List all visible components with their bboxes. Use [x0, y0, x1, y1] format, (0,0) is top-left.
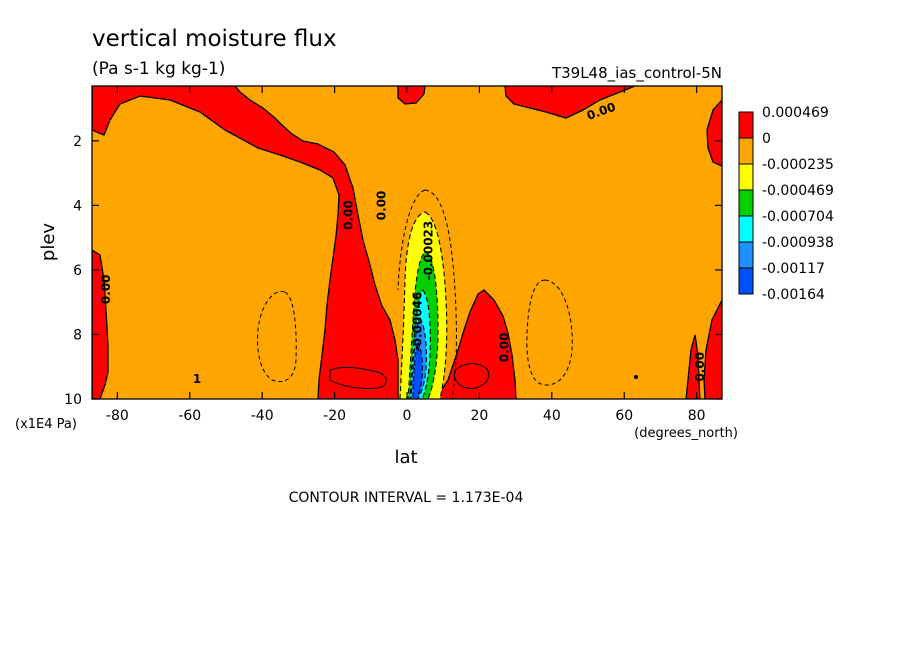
- colorbar-label-2: -0.000235: [762, 157, 834, 173]
- contour-label-4: 0.00: [497, 333, 511, 363]
- positive-region-north-small: [685, 334, 701, 399]
- x-tick-label-3: -20: [323, 408, 346, 424]
- x-tick-label-1: -60: [178, 408, 201, 424]
- colorbar-swatch-5: [738, 241, 754, 269]
- colorbar-label-4: -0.000704: [762, 209, 834, 225]
- contour-label-2: 0.00: [374, 191, 388, 221]
- x-tick-label-4: 0: [403, 408, 412, 424]
- colorbar-label-0: 0.000469: [762, 105, 829, 121]
- colorbar-swatch-3: [738, 189, 754, 217]
- y-tick-label-3: 8: [73, 327, 82, 343]
- colorbar-swatch-6: [738, 267, 754, 295]
- x-tick-label-7: 60: [615, 408, 633, 424]
- chart-subtitle: (Pa s-1 kg kg-1): [92, 59, 225, 79]
- positive-region-top-north: [504, 86, 636, 119]
- x-tick-label-5: 20: [470, 408, 488, 424]
- x-tick-label-8: 80: [688, 408, 706, 424]
- x-tick-label-0: -80: [106, 408, 129, 424]
- positive-region-north-subtropics: [435, 289, 517, 399]
- x-tick-label-2: -40: [251, 408, 274, 424]
- positive-region-south-edge: [92, 249, 109, 399]
- colorbar-swatch-2: [738, 163, 754, 191]
- y-axis-label: plev: [38, 223, 59, 262]
- colorbar-swatch-1: [738, 137, 754, 165]
- y-tick-label-2: 6: [73, 263, 82, 279]
- x-axis-units: (degrees_north): [634, 426, 738, 441]
- positive-region-top-center: [397, 86, 426, 105]
- contour-label-8: 1: [193, 372, 201, 386]
- contour-north-mid: [526, 279, 573, 386]
- colorbar-label-5: -0.000938: [762, 235, 834, 251]
- colorbar-swatch-4: [738, 215, 754, 243]
- y-tick-label-1: 4: [73, 198, 82, 214]
- contour-label-1: 0.00: [342, 200, 356, 230]
- colorbar-label-1: 0: [762, 131, 771, 147]
- contour-inner-north: [453, 363, 490, 389]
- contour-label-3: 0.00: [99, 274, 113, 304]
- positive-region-north-edge-top: [706, 99, 722, 167]
- positive-region-tropical-south: [92, 86, 399, 399]
- x-axis-label: lat: [394, 447, 417, 468]
- colorbar-label-7: -0.00164: [762, 287, 825, 303]
- contour-south-mid: [257, 291, 297, 383]
- dataset-label: T39L48_ias_control-5N: [551, 64, 722, 83]
- y-axis-ticks: 2 4 6 8 10: [64, 134, 722, 408]
- y-tick-label-0: 2: [73, 134, 82, 150]
- y-tick-label-4: 10: [64, 392, 82, 408]
- x-tick-label-6: 40: [543, 408, 561, 424]
- contour-interval-footer: CONTOUR INTERVAL = 1.173E-04: [289, 490, 524, 506]
- contour-inner-south: [329, 366, 387, 389]
- colorbar: 0.000469 0 -0.000235 -0.000469 -0.000704 -0.0…: [738, 105, 834, 303]
- contour-label-7: -0.00046: [410, 292, 424, 352]
- colorbar-label-3: -0.000469: [762, 183, 834, 199]
- negative-band-5: [412, 340, 423, 399]
- contour-label-5: 0.00: [693, 352, 707, 382]
- positive-region-north-edge-bottom: [703, 299, 722, 399]
- contour-labels: 0.000.00 0.000.000.000.00-0.00023-0.00046…: [99, 100, 707, 386]
- chart-title: vertical moisture flux: [92, 26, 337, 52]
- colorbar-swatch-0: [738, 111, 754, 139]
- plot-area: 0.000.00 0.000.000.000.00-0.00023-0.00046…: [64, 85, 723, 424]
- y-axis-units: (x1E4 Pa): [15, 417, 77, 432]
- contour-label-6: -0.00023: [421, 221, 435, 281]
- contour-dot: [634, 375, 638, 379]
- x-axis-ticks: -80 -60 -40 -20 0 20 40 60 80: [106, 86, 706, 424]
- colorbar-label-6: -0.00117: [762, 261, 825, 277]
